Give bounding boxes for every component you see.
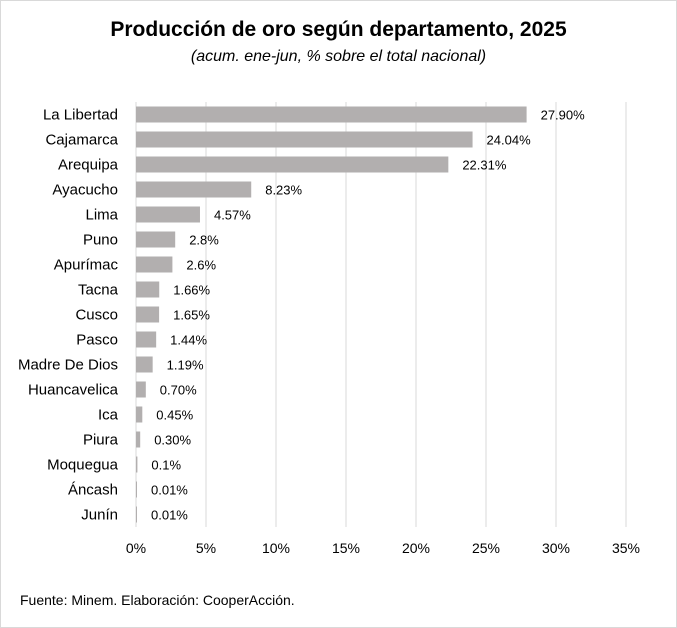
category-label-12: Ica	[98, 407, 119, 424]
category-label-3: Ayacucho	[52, 182, 118, 199]
bar-5	[136, 231, 176, 248]
bar-16	[136, 506, 137, 523]
category-label-9: Pasco	[76, 332, 118, 349]
bar-0	[136, 106, 527, 123]
bar-12	[136, 406, 143, 423]
bar-3	[136, 181, 252, 198]
bar-6	[136, 256, 173, 273]
category-label-5: Puno	[83, 232, 118, 249]
bar-14	[136, 456, 138, 473]
bar-4	[136, 206, 200, 223]
bar-2	[136, 156, 449, 173]
category-label-15: Áncash	[68, 482, 118, 499]
value-label-6: 2.6%	[186, 258, 216, 273]
bar-11	[136, 381, 146, 398]
x-tick-label-2: 10%	[262, 540, 290, 556]
bar-9	[136, 331, 157, 348]
value-label-8: 1.65%	[173, 308, 210, 323]
value-label-2: 22.31%	[462, 158, 507, 173]
category-label-13: Piura	[83, 432, 119, 449]
category-label-16: Junín	[81, 507, 118, 524]
chart-title: Producción de oro según departamento, 20…	[110, 18, 567, 41]
value-label-13: 0.30%	[154, 433, 191, 448]
category-label-11: Huancavelica	[28, 382, 119, 399]
bar-10	[136, 356, 153, 373]
x-tick-label-3: 15%	[332, 540, 360, 556]
bar-13	[136, 431, 141, 448]
x-tick-label-0: 0%	[126, 540, 146, 556]
category-label-8: Cusco	[75, 307, 118, 324]
bar-15	[136, 481, 137, 498]
value-label-3: 8.23%	[265, 183, 302, 198]
x-tick-label-1: 5%	[196, 540, 216, 556]
category-label-7: Tacna	[78, 282, 119, 299]
bar-1	[136, 131, 473, 148]
category-label-2: Arequipa	[58, 157, 119, 174]
value-label-1: 24.04%	[487, 133, 532, 148]
value-label-9: 1.44%	[170, 333, 207, 348]
category-label-1: Cajamarca	[45, 132, 118, 149]
bar-7	[136, 281, 160, 298]
value-label-14: 0.1%	[151, 458, 181, 473]
value-label-7: 1.66%	[173, 283, 210, 298]
value-label-12: 0.45%	[156, 408, 193, 423]
value-label-5: 2.8%	[189, 233, 219, 248]
category-label-6: Apurímac	[54, 257, 119, 274]
bar-8	[136, 306, 160, 323]
category-label-0: La Libertad	[43, 107, 118, 124]
value-label-15: 0.01%	[151, 483, 188, 498]
x-tick-label-7: 35%	[612, 540, 640, 556]
value-label-16: 0.01%	[151, 508, 188, 523]
value-label-4: 4.57%	[214, 208, 251, 223]
source-note: Fuente: Minem. Elaboración: CooperAcción…	[20, 592, 295, 608]
x-tick-label-5: 25%	[472, 540, 500, 556]
category-label-4: Lima	[85, 207, 118, 224]
value-label-0: 27.90%	[541, 108, 586, 123]
category-label-10: Madre De Dios	[18, 357, 118, 374]
x-tick-label-6: 30%	[542, 540, 570, 556]
value-label-11: 0.70%	[160, 383, 197, 398]
category-label-14: Moquegua	[47, 457, 119, 474]
chart-subtitle: (acum. ene-jun, % sobre el total naciona…	[190, 48, 487, 65]
x-tick-label-4: 20%	[402, 540, 430, 556]
value-label-10: 1.19%	[167, 358, 204, 373]
